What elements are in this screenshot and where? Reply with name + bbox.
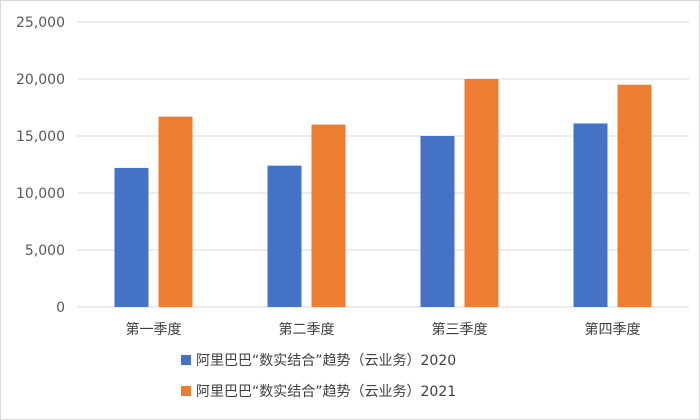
bars bbox=[114, 79, 652, 308]
y-tick-label: 25,000 bbox=[16, 15, 65, 31]
legend-swatch-2 bbox=[181, 386, 191, 396]
x-axis-categories: 第一季度 第二季度 第三季度 第四季度 bbox=[126, 321, 641, 338]
x-category-label: 第三季度 bbox=[432, 321, 488, 338]
y-axis-ticks: 0 5,000 10,000 15,000 20,000 25,000 bbox=[16, 15, 65, 316]
x-category-label: 第四季度 bbox=[585, 321, 641, 338]
y-tick-label: 5,000 bbox=[25, 243, 65, 259]
legend-label-2: 阿里巴巴“数实结合”趋势（云业务）2021 bbox=[196, 384, 456, 400]
bar-series-1-1 bbox=[114, 167, 149, 307]
y-tick-label: 0 bbox=[56, 300, 65, 316]
legend-swatch-1 bbox=[181, 355, 191, 365]
bar-series-2-2 bbox=[311, 124, 346, 307]
x-category-label: 第一季度 bbox=[126, 321, 182, 338]
x-category-label: 第二季度 bbox=[279, 321, 335, 338]
bar-series-2-3 bbox=[464, 79, 499, 307]
y-tick-label: 20,000 bbox=[16, 72, 65, 88]
bar-series-1-3 bbox=[420, 136, 455, 307]
bar-series-1-4 bbox=[573, 123, 608, 308]
y-tick-label: 15,000 bbox=[16, 129, 65, 145]
bar-series-1-2 bbox=[267, 165, 302, 307]
legend: 阿里巴巴“数实结合”趋势（云业务）2020 阿里巴巴“数实结合”趋势（云业务）20… bbox=[181, 353, 456, 400]
y-tick-label: 10,000 bbox=[16, 186, 65, 202]
legend-label-1: 阿里巴巴“数实结合”趋势（云业务）2020 bbox=[196, 353, 456, 369]
bar-series-2-1 bbox=[158, 116, 193, 308]
bar-series-2-4 bbox=[617, 84, 652, 307]
